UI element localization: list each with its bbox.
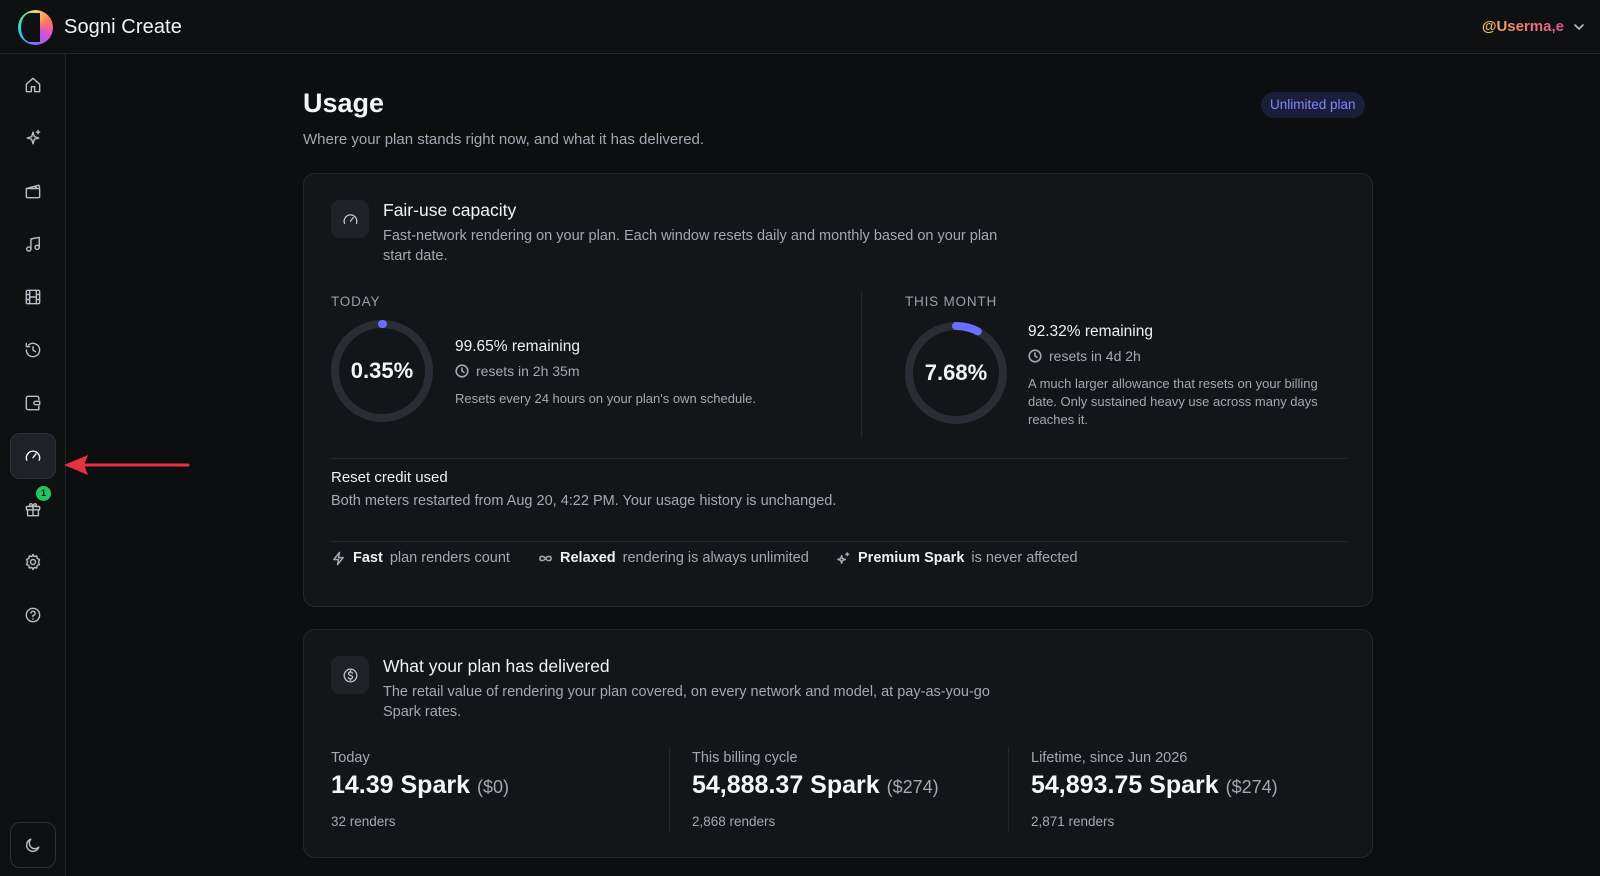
divider xyxy=(331,458,1347,459)
today-usage-ring xyxy=(331,320,433,422)
card-description: Fast-network rendering on your plan. Eac… xyxy=(383,228,998,264)
clapperboard-icon xyxy=(25,184,41,199)
card-description: The retail value of rendering your plan … xyxy=(383,684,990,720)
footer-relaxed: Relaxed rendering is always unlimited xyxy=(538,550,809,566)
notification-badge: 1 xyxy=(36,486,51,501)
month-label: THIS MONTH xyxy=(905,294,997,309)
gift-icon xyxy=(25,503,41,517)
stat-lifetime-usd: ($274) xyxy=(1225,777,1278,797)
divider xyxy=(1008,747,1009,831)
top-bar: Sogni Create @Userma,e xyxy=(0,0,1600,54)
card-title: Fair-use capacity xyxy=(383,200,517,220)
today-resets: resets in 2h 35m xyxy=(455,363,580,379)
stat-cycle-label: This billing cycle xyxy=(692,750,798,766)
lightning-icon xyxy=(333,551,344,565)
footer-fast-text: plan renders count xyxy=(389,550,510,566)
footer-premium-text: is never affected xyxy=(971,550,1078,566)
film-strip-icon xyxy=(25,289,41,305)
clock-icon xyxy=(1028,349,1042,363)
sidebar-item-home[interactable] xyxy=(10,62,56,108)
clock-icon xyxy=(455,364,469,378)
stat-cycle-spark: 54,888.37 Spark xyxy=(692,771,880,799)
today-label: TODAY xyxy=(331,294,381,309)
chevron-down-icon[interactable] xyxy=(1572,20,1586,34)
wallet-icon xyxy=(25,395,41,411)
annotation-arrow xyxy=(64,455,190,475)
stat-cycle-renders: 2,868 renders xyxy=(692,814,776,829)
dollar-circle-icon-glyph xyxy=(343,668,357,682)
footer-relaxed-text: rendering is always unlimited xyxy=(622,550,809,566)
plan-badge: Unlimited plan xyxy=(1261,92,1365,118)
month-resets-text: resets in 4d 2h xyxy=(1049,348,1141,364)
sidebar-item-help[interactable] xyxy=(10,592,56,638)
sidebar: 1 xyxy=(0,54,66,876)
footer-premium: Premium Spark is never affected xyxy=(836,550,1078,566)
month-usage-ring xyxy=(905,322,1007,424)
gauge-icon xyxy=(331,200,369,238)
sidebar-item-usage[interactable] xyxy=(10,433,56,479)
reset-credit-title: Reset credit used xyxy=(331,469,448,486)
sogni-logo[interactable] xyxy=(18,10,53,45)
month-used-percent: 7.68% xyxy=(924,360,988,385)
music-note-icon xyxy=(26,236,40,252)
divider xyxy=(669,747,670,831)
sidebar-item-rewards[interactable]: 1 xyxy=(10,486,56,532)
stat-lifetime-value: 54,893.75 Spark ($274) xyxy=(1031,771,1278,800)
month-resets: resets in 4d 2h xyxy=(1028,348,1141,364)
footer-fast: Fast plan renders count xyxy=(331,550,510,566)
stat-lifetime-label: Lifetime, since Jun 2026 xyxy=(1031,750,1188,766)
month-note: A much larger allowance that resets on y… xyxy=(1028,376,1318,427)
footer-fast-bold: Fast xyxy=(353,550,383,566)
today-used-percent: 0.35% xyxy=(350,358,414,383)
month-remaining: 92.32% remaining xyxy=(1028,323,1153,340)
gauge-icon-glyph xyxy=(343,213,357,224)
username-menu[interactable]: @Userma,e xyxy=(1481,18,1564,35)
stat-today-spark: 14.39 Spark xyxy=(331,771,470,799)
stat-today-label: Today xyxy=(331,750,370,766)
history-icon xyxy=(25,342,41,358)
card-title: What your plan has delivered xyxy=(383,656,610,676)
sidebar-item-film[interactable] xyxy=(10,274,56,320)
stat-today-value: 14.39 Spark ($0) xyxy=(331,771,509,800)
moon-icon xyxy=(25,838,40,853)
sidebar-item-music[interactable] xyxy=(10,221,56,267)
dollar-circle-icon xyxy=(331,656,369,694)
gear-icon xyxy=(25,553,41,571)
sidebar-item-history[interactable] xyxy=(10,327,56,373)
gauge-icon xyxy=(25,450,41,461)
help-circle-icon xyxy=(25,607,41,623)
app-title: Sogni Create xyxy=(64,16,182,38)
sidebar-item-settings[interactable] xyxy=(10,539,56,585)
home-icon xyxy=(25,77,41,93)
today-remaining: 99.65% remaining xyxy=(455,338,580,355)
stat-today-usd: ($0) xyxy=(476,777,509,797)
sidebar-item-create[interactable] xyxy=(10,115,56,161)
sparkle-icon xyxy=(837,551,850,564)
footer-relaxed-bold: Relaxed xyxy=(560,550,616,566)
sidebar-item-wallet[interactable] xyxy=(10,380,56,426)
stat-lifetime-renders: 2,871 renders xyxy=(1031,814,1115,829)
infinity-icon xyxy=(539,555,552,561)
reset-credit-description: Both meters restarted from Aug 20, 4:22 … xyxy=(331,493,837,509)
footer-premium-bold: Premium Spark xyxy=(858,550,965,566)
stat-today-renders: 32 renders xyxy=(331,814,396,829)
fair-use-capacity-card: Fair-use capacity Fast-network rendering… xyxy=(303,173,1373,607)
theme-toggle-button[interactable] xyxy=(10,822,56,868)
page-subtitle: Where your plan stands right now, and wh… xyxy=(303,131,705,148)
today-resets-text: resets in 2h 35m xyxy=(476,363,580,379)
stat-cycle-value: 54,888.37 Spark ($274) xyxy=(692,771,939,800)
stat-cycle-usd: ($274) xyxy=(886,777,939,797)
sidebar-item-video[interactable] xyxy=(10,168,56,214)
stat-lifetime-spark: 54,893.75 Spark xyxy=(1031,771,1219,799)
divider xyxy=(861,291,862,438)
sparkles-icon xyxy=(26,129,41,145)
today-note: Resets every 24 hours on your plan's own… xyxy=(455,391,756,406)
plan-delivered-card: What your plan has delivered The retail … xyxy=(303,629,1373,858)
page-title: Usage xyxy=(303,88,385,118)
divider xyxy=(331,541,1347,542)
